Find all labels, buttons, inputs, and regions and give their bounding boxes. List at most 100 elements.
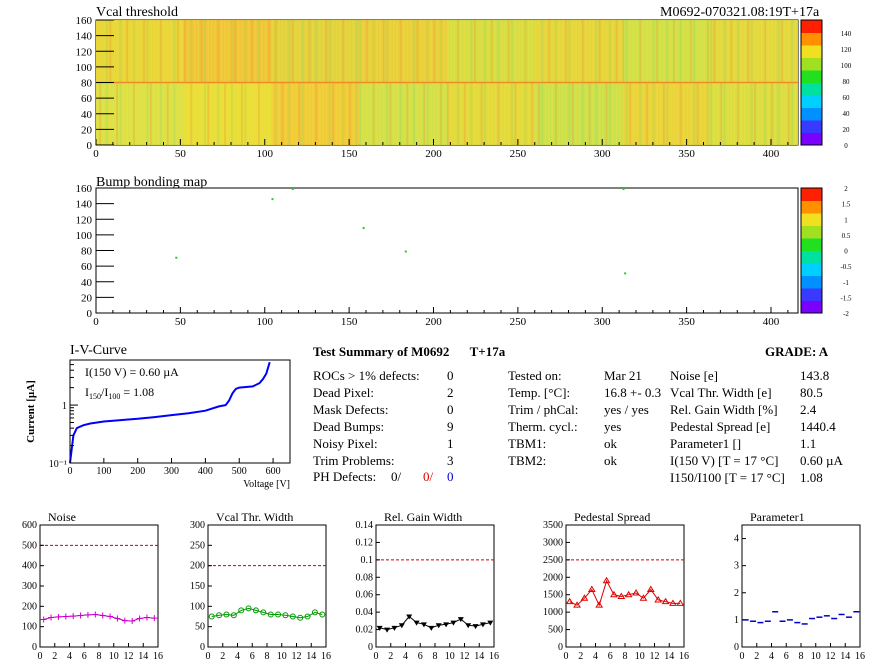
texture-stripe: [234, 20, 237, 83]
texture-stripe: [598, 20, 601, 83]
vcal-threshold-map: 0 50 100 150 200 250 300 350 4000204060801001201…: [76, 15, 852, 160]
roc-block: [447, 20, 535, 83]
data-point: [230, 612, 237, 619]
texture-stripe: [517, 20, 520, 83]
texture-stripe: [426, 20, 429, 83]
roc-block: [534, 82, 623, 145]
texture-stripe: [271, 20, 274, 83]
bump-defect: [271, 198, 274, 201]
summary-label: I150/I100 [T = 17 °C]: [670, 470, 785, 485]
texture-stripe: [767, 20, 770, 83]
y-tick-label: 1: [734, 615, 739, 626]
data-point: [632, 588, 640, 596]
y-tick-label: 400: [22, 561, 37, 572]
texture-stripe: [146, 82, 149, 145]
x-tick-label: 10: [277, 651, 287, 662]
texture-stripe: [700, 82, 702, 145]
summary-col1: ROCs > 1% defects: 0 Dead Pixel: 2 Mask Defe…: [313, 367, 463, 469]
texture-stripe: [372, 20, 375, 83]
texture-stripe: [676, 82, 679, 145]
summary-value: 0: [447, 402, 454, 417]
texture-stripe: [136, 20, 139, 83]
y-tick-label: 0.06: [356, 590, 374, 601]
texture-stripe: [598, 82, 601, 145]
texture-stripe: [710, 82, 712, 145]
summary-row: Temp. [°C]: 16.8 +- 0.3: [508, 384, 661, 401]
roc-block: [359, 82, 447, 145]
texture-stripe: [372, 82, 375, 145]
texture-stripe: [156, 82, 159, 145]
texture-stripe: [706, 20, 709, 83]
texture-stripe: [747, 82, 750, 145]
y-tick-label: 0: [87, 140, 93, 152]
x-tick-label: 8: [799, 651, 804, 662]
summary-row: Tested on: Mar 21: [508, 367, 658, 384]
y-tick-label: 500: [548, 625, 563, 636]
iv-frame: [69, 359, 291, 464]
summary-value: 2.4: [800, 402, 817, 417]
texture-stripe: [480, 20, 483, 83]
data-point: [48, 614, 55, 621]
roc-block: [710, 20, 798, 83]
x-tick-label: 16: [321, 651, 331, 662]
texture-stripe: [501, 20, 503, 83]
texture-stripe: [490, 82, 493, 145]
texture-stripe: [295, 20, 297, 83]
texture-stripe: [636, 82, 638, 145]
data-point: [406, 614, 413, 620]
texture-stripe: [369, 82, 372, 145]
texture-stripe: [200, 20, 203, 83]
texture-stripe: [717, 82, 719, 145]
texture-stripe: [274, 20, 277, 83]
summary-row: Rel. Gain Width [%] 2.4: [670, 401, 870, 418]
texture-stripe: [139, 82, 142, 145]
data-point: [487, 620, 494, 626]
texture-stripe: [690, 20, 692, 83]
texture-stripe: [760, 20, 763, 83]
texture-stripe: [359, 20, 361, 83]
texture-stripe: [396, 82, 399, 145]
texture-stripe: [251, 82, 253, 145]
texture-stripe: [740, 82, 743, 145]
summary-label: Trim Problems:: [313, 453, 395, 468]
iv-legend-i150: I(150 V) = 0.60 µA: [85, 365, 179, 379]
y-tick-label: 140: [76, 31, 93, 43]
texture-stripe: [794, 82, 797, 145]
data-point: [70, 613, 77, 620]
texture-stripe: [409, 82, 412, 145]
texture-stripe: [322, 20, 324, 83]
iv-x-tick-label: 600: [266, 466, 281, 477]
texture-stripe: [264, 82, 267, 145]
x-tick-label: 4: [593, 651, 598, 662]
data-point: [435, 623, 442, 629]
texture-stripe: [679, 82, 682, 145]
ph-defects-row: PH Defects: 0/ 0/ 0: [313, 469, 473, 485]
data-point: [267, 611, 274, 618]
x-tick-label: 350: [678, 148, 695, 160]
data-point: [413, 620, 420, 626]
texture-stripe: [602, 82, 604, 145]
texture-stripe: [214, 82, 216, 145]
data-point: [573, 601, 581, 608]
texture-stripe: [568, 82, 571, 145]
y-tick-label: 40: [81, 277, 93, 289]
texture-stripe: [291, 82, 294, 145]
texture-stripe: [480, 82, 483, 145]
texture-stripe: [163, 82, 166, 145]
texture-stripe: [605, 20, 608, 83]
texture-stripe: [771, 20, 773, 83]
grade: GRADE: A: [765, 344, 829, 359]
x-tick-label: 200: [425, 148, 442, 160]
x-tick-label: 150: [341, 316, 358, 328]
x-tick-label: 12: [826, 651, 836, 662]
texture-stripe: [487, 20, 490, 83]
texture-stripe: [750, 82, 753, 145]
texture-stripe: [271, 82, 274, 145]
texture-stripe: [693, 20, 696, 83]
texture-stripe: [642, 82, 645, 145]
texture-stripe: [143, 20, 145, 83]
x-tick-label: 16: [489, 651, 499, 662]
texture-stripe: [690, 82, 692, 145]
x-tick-label: 400: [763, 316, 780, 328]
ratio-value: = 1.08: [120, 385, 154, 399]
